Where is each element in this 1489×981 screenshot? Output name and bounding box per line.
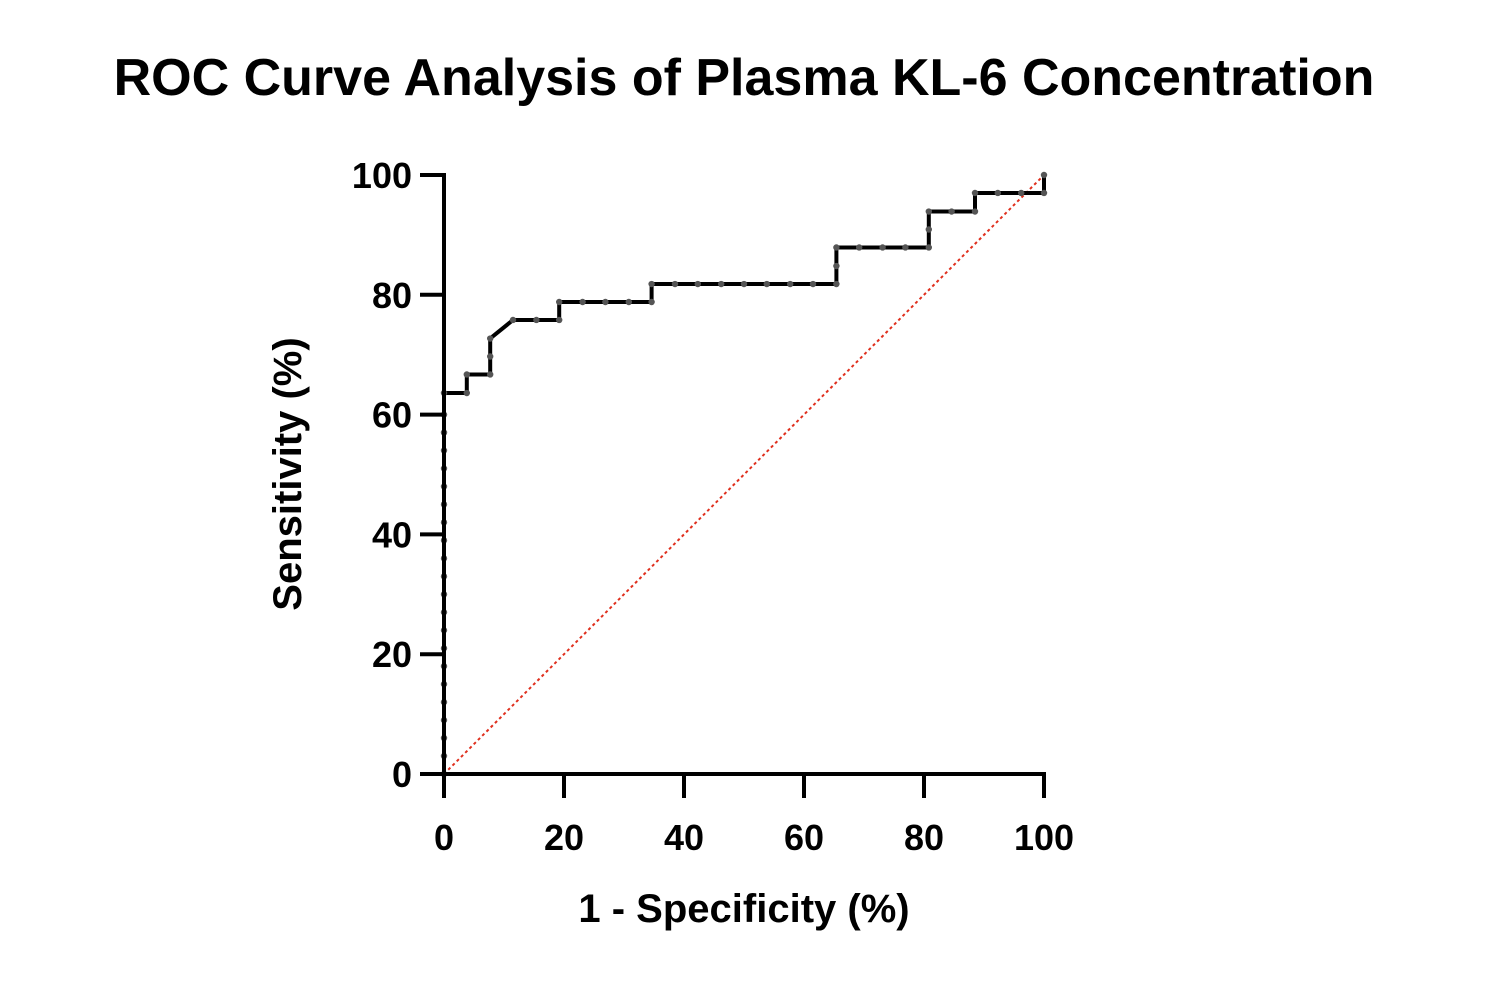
roc-point — [971, 208, 979, 215]
y-tick-label: 60 — [372, 395, 412, 436]
roc-point — [833, 262, 840, 270]
roc-point — [809, 280, 817, 288]
roc-point — [602, 298, 609, 306]
roc-point — [925, 226, 932, 233]
roc-point — [463, 389, 470, 397]
y-axis-label: Sensitivity (%) — [266, 337, 310, 610]
x-tick-label: 60 — [784, 817, 824, 858]
roc-point — [925, 244, 932, 251]
roc-point — [648, 298, 655, 306]
roc-point — [925, 208, 932, 215]
reference-line-layer — [443, 174, 1045, 775]
roc-point — [509, 316, 517, 324]
roc-point — [856, 244, 863, 251]
roc-point — [740, 280, 748, 288]
reference-line — [443, 174, 1045, 775]
x-tick-label: 40 — [664, 817, 704, 858]
chart-title: ROC Curve Analysis of Plasma KL-6 Concen… — [114, 49, 1375, 107]
x-tick-label: 80 — [904, 817, 944, 858]
roc-point — [487, 335, 494, 342]
roc-point — [1018, 189, 1025, 197]
roc-point — [579, 298, 586, 306]
roc-point — [971, 189, 979, 197]
roc-point — [787, 280, 794, 288]
roc-point — [1040, 171, 1048, 179]
x-tick-label: 100 — [1014, 817, 1074, 858]
roc-point — [487, 371, 494, 378]
roc-point — [648, 280, 655, 288]
roc-point — [902, 244, 909, 251]
x-axis-label: 1 - Specificity (%) — [578, 887, 909, 931]
roc-point — [833, 244, 840, 251]
x-tick-label: 0 — [434, 817, 454, 858]
roc-point — [763, 280, 770, 288]
roc-point — [556, 298, 563, 306]
y-tick-label: 0 — [392, 754, 412, 795]
y-axis-ticks: 0 20 40 60 80 100 — [352, 155, 444, 795]
y-tick-label: 40 — [372, 514, 412, 555]
y-tick-label: 20 — [372, 634, 412, 675]
roc-point — [948, 208, 955, 215]
y-tick-label: 100 — [352, 155, 412, 196]
roc-point — [994, 189, 1001, 197]
x-tick-label: 20 — [544, 817, 584, 858]
roc-point — [694, 280, 701, 288]
roc-point — [487, 353, 494, 360]
roc-point — [1040, 189, 1048, 197]
roc-point — [625, 298, 632, 306]
roc-point — [879, 244, 886, 251]
roc-point — [718, 280, 725, 288]
roc-point — [533, 316, 540, 324]
roc-point — [671, 280, 679, 288]
roc-point — [463, 371, 470, 378]
y-tick-label: 80 — [372, 275, 412, 316]
roc-marker-layer — [440, 171, 1048, 778]
roc-point — [833, 280, 840, 288]
x-axis-ticks: 0 20 40 60 80 100 — [434, 774, 1074, 858]
roc-point — [556, 316, 563, 324]
axes-layer — [442, 173, 1046, 776]
